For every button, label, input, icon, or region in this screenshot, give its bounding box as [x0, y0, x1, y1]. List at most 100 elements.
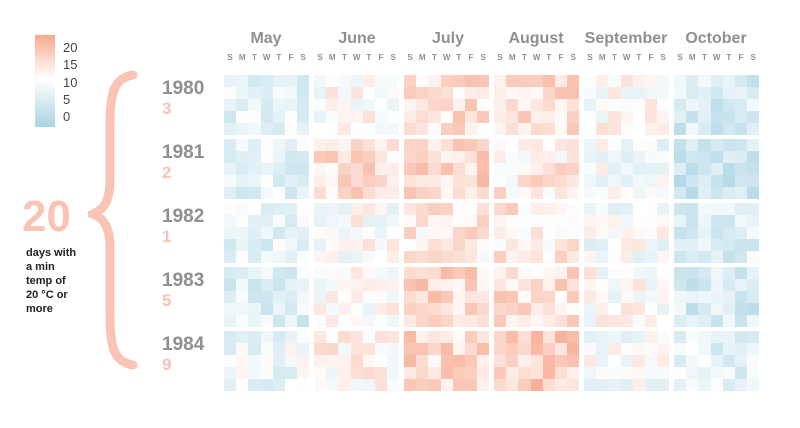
day-cell [260, 99, 273, 111]
day-cell [567, 279, 580, 291]
day-cell [248, 331, 261, 343]
day-cell [440, 99, 453, 111]
day-cell [285, 303, 298, 315]
day-cell [632, 151, 645, 163]
caption-line: more [26, 303, 53, 315]
day-cell [297, 331, 310, 343]
month-label-october: October [685, 30, 747, 47]
day-cell [338, 75, 351, 87]
day-cell [375, 163, 388, 175]
day-cell [465, 343, 478, 355]
day-cell [375, 175, 388, 187]
day-cell [248, 279, 261, 291]
day-cell [494, 163, 507, 175]
day-cell [338, 355, 351, 367]
day-cell [747, 303, 760, 315]
day-cell [362, 331, 375, 343]
day-cell [596, 367, 609, 379]
day-cell [645, 315, 658, 327]
legend-tick: 15 [63, 57, 78, 72]
day-cell [477, 291, 490, 303]
day-cell [362, 75, 375, 87]
day-cell [686, 355, 699, 367]
day-cell [224, 303, 237, 315]
day-cell [236, 215, 249, 227]
day-cell [272, 379, 285, 391]
day-cell [477, 99, 490, 111]
day-cell [518, 163, 531, 175]
day-cell [506, 303, 519, 315]
day-cell [710, 303, 723, 315]
day-cell [518, 175, 531, 187]
day-cell [567, 163, 580, 175]
day-cell [567, 367, 580, 379]
day-cell [350, 291, 363, 303]
day-cell [272, 367, 285, 379]
day-cell [260, 111, 273, 123]
day-cell [338, 203, 351, 215]
day-cell [698, 355, 711, 367]
day-cell [494, 75, 507, 87]
day-cell [686, 163, 699, 175]
weekday-letter: M [328, 53, 336, 62]
weekday-letter: W [442, 53, 451, 62]
day-cell [326, 203, 339, 215]
day-cell [452, 187, 465, 199]
day-cell [272, 239, 285, 251]
day-cell [494, 367, 507, 379]
day-cell [747, 215, 760, 227]
day-cell [645, 343, 658, 355]
day-cell [375, 187, 388, 199]
day-cell [620, 111, 633, 123]
day-cell [285, 151, 298, 163]
day-cell [645, 99, 658, 111]
day-cell [338, 315, 351, 327]
day-cell [567, 151, 580, 163]
day-cell [375, 99, 388, 111]
day-cell [362, 239, 375, 251]
day-cell [596, 239, 609, 251]
day-cell [314, 331, 327, 343]
day-cell [674, 99, 687, 111]
day-cell [710, 291, 723, 303]
day-cell [555, 187, 568, 199]
day-cell [404, 215, 417, 227]
weekday-letter: F [288, 53, 294, 62]
day-cell [260, 139, 273, 151]
day-cell [440, 251, 453, 263]
day-cell [506, 151, 519, 163]
day-cell [416, 175, 429, 187]
day-cell [440, 75, 453, 87]
day-cell [608, 111, 621, 123]
day-cell [542, 111, 555, 123]
day-cell [236, 175, 249, 187]
day-cell [236, 355, 249, 367]
day-cell [632, 187, 645, 199]
day-cell [518, 203, 531, 215]
day-cell [260, 215, 273, 227]
day-cell [632, 139, 645, 151]
day-cell [248, 303, 261, 315]
day-cell [596, 175, 609, 187]
day-cell [428, 111, 441, 123]
day-cell [542, 267, 555, 279]
day-cell [465, 151, 478, 163]
day-cell [224, 187, 237, 199]
day-cell [416, 355, 429, 367]
day-cell [542, 331, 555, 343]
day-cell [285, 227, 298, 239]
day-cell [314, 187, 327, 199]
day-cell [465, 111, 478, 123]
day-cell [428, 123, 441, 135]
day-cell [584, 187, 597, 199]
weekday-letter: W [712, 53, 721, 62]
day-cell [710, 379, 723, 391]
day-cell [387, 367, 400, 379]
day-cell [747, 139, 760, 151]
caption-line: 20 °C or [26, 289, 68, 301]
day-cell [285, 175, 298, 187]
day-cell [686, 279, 699, 291]
day-cell [350, 111, 363, 123]
day-cell [608, 175, 621, 187]
day-cell [375, 343, 388, 355]
